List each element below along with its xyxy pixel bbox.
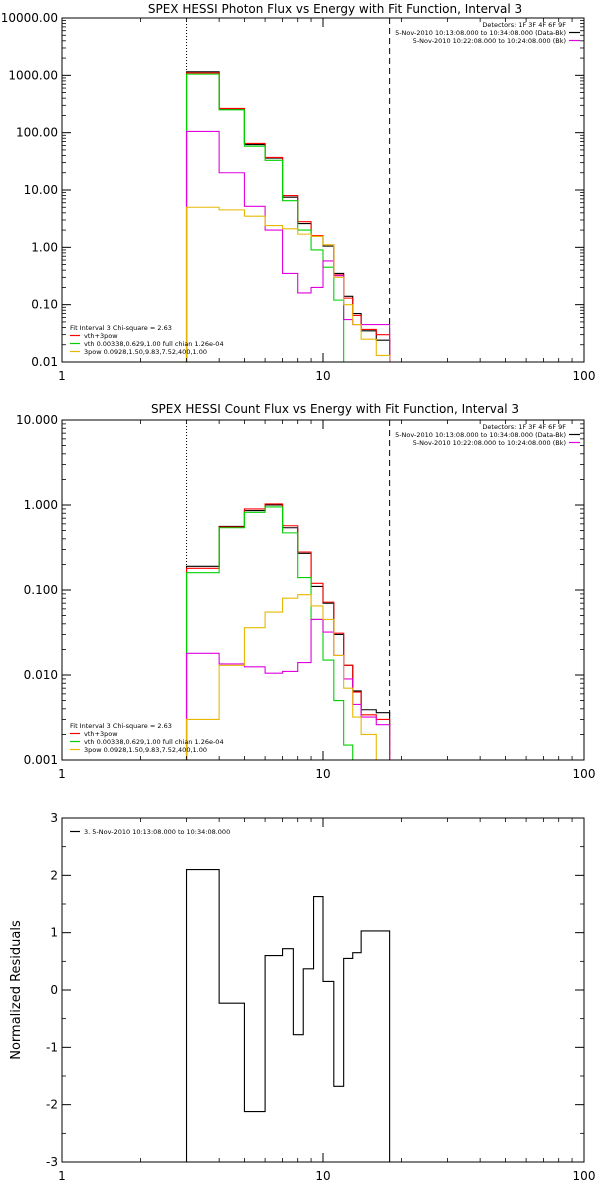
y-tick-label: -1 — [46, 1040, 58, 1054]
count-flux-panel: SPEX HESSI Count Flux vs Energy with Fit… — [16, 402, 595, 781]
detector-header-line: 5-Nov-2010 10:22:08.000 to 10:24:08.000 … — [413, 37, 566, 45]
count-flux-title: SPEX HESSI Count Flux vs Energy with Fit… — [151, 402, 519, 416]
legend-item: 3. 5-Nov-2010 10:13:08.000 to 10:34:08.0… — [84, 828, 230, 836]
residuals-plot-frame — [61, 817, 585, 1163]
y-tick-label: 1000.00 — [8, 68, 58, 82]
y-tick-label: 0.10 — [31, 298, 58, 312]
legend-header: Fit Interval 3 Chi-square = 2.63 — [70, 324, 172, 332]
series-1-histogram — [185, 72, 391, 362]
detector-header-line: Detectors: 1F 3F 4F 6F 9F — [482, 21, 566, 29]
x-tick-label: 10 — [315, 369, 330, 383]
x-tick-label: 100 — [573, 369, 596, 383]
legend-item: vth+3pow — [84, 332, 118, 340]
y-tick-label: 10.000 — [16, 413, 58, 427]
legend-item: vth+3pow — [84, 730, 118, 738]
y-tick-label: 0.010 — [24, 668, 58, 682]
x-tick-label: 1 — [58, 1169, 66, 1183]
photon-flux-plot-frame — [61, 17, 585, 363]
detector-header-line: 5-Nov-2010 10:22:08.000 to 10:24:08.000 … — [413, 439, 566, 447]
x-tick-label: 10 — [315, 767, 330, 781]
series-4-histogram — [185, 206, 391, 362]
series-0-histogram — [185, 504, 391, 760]
series-3-histogram — [185, 130, 391, 362]
detector-header-line: 5-Nov-2010 10:13:08.000 to 10:34:08.000 … — [395, 29, 566, 37]
y-tick-label: -3 — [46, 1155, 58, 1169]
photon-flux-panel: SPEX HESSI Photon Flux vs Energy with Fi… — [1, 2, 596, 383]
y-tick-label: 100.00 — [16, 126, 58, 140]
legend-header: Fit Interval 3 Chi-square = 2.63 — [70, 722, 172, 730]
x-tick-label: 100 — [573, 1169, 596, 1183]
y-tick-label: 3 — [50, 811, 58, 825]
series-4-histogram — [185, 594, 390, 761]
residuals-y-axis-label: Normalized Residuals — [9, 920, 24, 1060]
y-tick-label: -2 — [46, 1098, 58, 1112]
series-2-histogram — [185, 73, 390, 363]
y-tick-label: 0.01 — [31, 355, 58, 369]
y-tick-label: 0.100 — [24, 583, 58, 597]
series-1-histogram — [185, 503, 391, 760]
y-tick-label: 1.00 — [31, 240, 58, 254]
x-tick-label: 1 — [58, 767, 66, 781]
residuals-panel: Normalized Residuals 1 10 100 -3 -2 -1 0 1 2 3 3. … — [9, 811, 595, 1183]
series-0-histogram — [185, 71, 391, 362]
series-0-histogram — [185, 869, 391, 1162]
legend-item: vth 0.00338,0.629,1.00 full chian 1.26e-… — [84, 340, 224, 348]
y-tick-label: 0 — [50, 983, 58, 997]
y-tick-label: 10000.00 — [1, 11, 58, 25]
y-tick-label: 1.000 — [24, 498, 58, 512]
x-tick-label: 1 — [58, 369, 66, 383]
y-tick-label: 2 — [50, 868, 58, 882]
y-tick-label: 1 — [50, 926, 58, 940]
x-tick-label: 10 — [315, 1169, 330, 1183]
series-2-histogram — [185, 506, 390, 761]
x-tick-label: 100 — [573, 767, 596, 781]
photon-flux-title: SPEX HESSI Photon Flux vs Energy with Fi… — [148, 2, 522, 16]
y-tick-label: 0.001 — [24, 753, 58, 767]
detector-header-line: 5-Nov-2010 10:13:08.000 to 10:34:08.000 … — [395, 431, 566, 439]
y-tick-label: 10.00 — [24, 183, 58, 197]
legend-item: 3pow 0.0928,1.50,9.83,7.52,400,1.00 — [84, 348, 207, 356]
legend-item: 3pow 0.0928,1.50,9.83,7.52,400,1.00 — [84, 746, 207, 754]
legend-item: vth 0.00338,0.629,1.00 full chian 1.26e-… — [84, 738, 224, 746]
detector-header-line: Detectors: 1F 3F 4F 6F 9F — [482, 423, 566, 431]
